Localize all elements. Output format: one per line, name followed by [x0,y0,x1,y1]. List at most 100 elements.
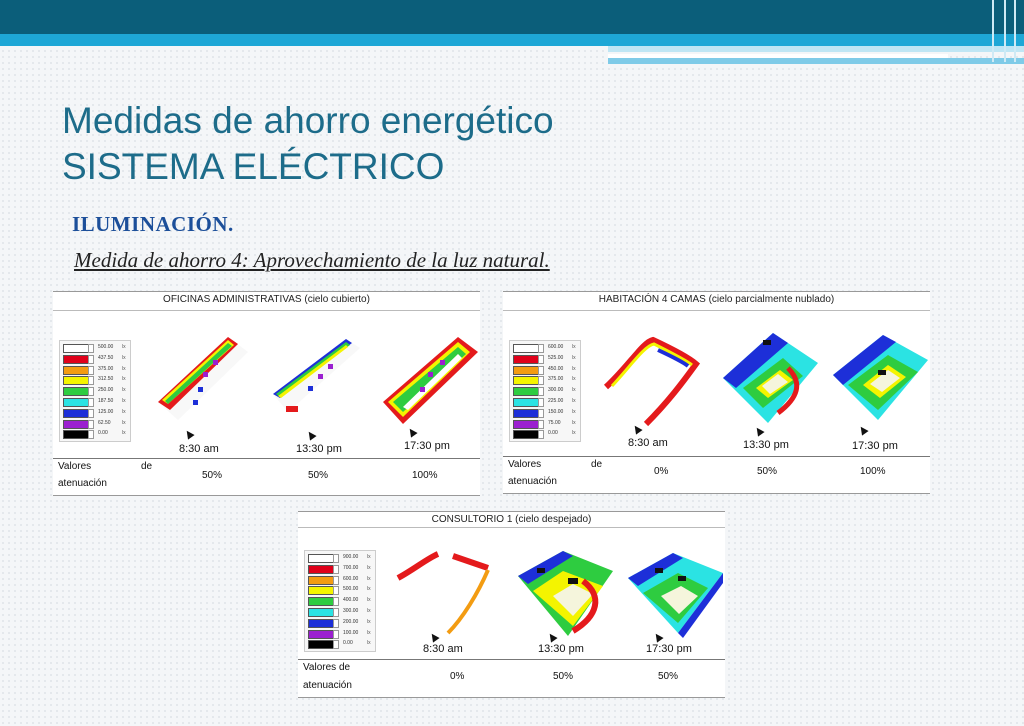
attenuation-label: Valores [508,459,542,470]
panel-title: OFICINAS ADMINISTRATIVAS (cielo cubierto… [163,294,370,305]
legend-swatch [63,398,89,407]
panel-title: HABITACIÓN 4 CAMAS (cielo parcialmente n… [598,294,835,305]
legend-unit: lx [572,344,576,350]
legend-swatch [63,387,89,397]
header-band-lower [608,58,1024,64]
legend-dropdown-icon [88,354,94,364]
time-label: 17:30 pm [852,440,898,452]
attenuation-value: 50% [202,470,223,481]
legend-value: 250.00 [98,387,114,394]
legend-value: 100.00 [343,629,359,636]
legend-swatch [63,408,89,418]
attenuation-value: 100% [412,470,438,481]
legend-dropdown-icon [333,586,339,596]
legend-swatch [63,344,89,353]
divider [298,527,725,528]
legend-dropdown-icon [538,419,544,429]
header-accent-bar [0,34,1024,46]
header-stripe [1004,0,1006,62]
legend-unit: lx [572,430,576,437]
legend-value: 500.00 [98,344,114,350]
legend-swatch [308,575,334,585]
legend-value: 62.50 [98,419,111,426]
legend-swatch [63,419,89,429]
legend-value: 375.00 [98,365,114,372]
legend-value: 437.50 [98,354,114,361]
legend-value: 300.00 [343,608,359,614]
legend-dropdown-icon [88,408,94,418]
legend-unit: lx [367,618,371,625]
panel-habitacion: HABITACIÓN 4 CAMAS (cielo parcialmente n… [503,291,930,494]
legend-dropdown-icon [333,597,339,607]
legend-dropdown-icon [538,430,544,440]
legend-dropdown-icon [333,554,339,563]
legend-swatch [513,376,539,386]
legend-swatch [513,365,539,375]
legend-unit: lx [122,376,126,383]
legend-swatch [308,597,334,607]
legend-unit: lx [367,575,371,582]
divider [503,456,930,457]
time-label: 17:30 pm [404,440,450,452]
time-marker-arrow [305,429,317,441]
legend-swatch [63,354,89,364]
legend-dropdown-icon [538,354,544,364]
legend-value: 400.00 [343,597,359,604]
legend-unit: lx [122,408,126,415]
time-marker-arrow [406,426,418,438]
time-marker-arrow [857,424,869,436]
daylight-render-morning [396,551,490,635]
daylight-render-morning [158,337,248,420]
legend-value: 600.00 [343,575,359,582]
daylight-render-evening [383,337,478,424]
legend-value: 700.00 [343,564,359,571]
legend-value: 200.00 [343,618,359,625]
legend-dropdown-icon [88,430,94,440]
attenuation-label: Valores de [303,662,351,673]
attenuation-label: atenuación [58,478,107,489]
attenuation-value: 0% [450,671,465,682]
legend-value: 375.00 [548,376,564,383]
time-label: 8:30 am [423,643,463,655]
legend-value: 0.00 [343,640,353,647]
daylight-render-evening [833,335,928,420]
legend-swatch [308,640,334,650]
color-legend: 600.00 lx 525.00 lx 450.00 lx 375.00 lx 300.00 lx… [509,340,581,442]
time-label: 8:30 am [628,437,668,449]
panel-oficinas: OFICINAS ADMINISTRATIVAS (cielo cubierto… [53,291,480,496]
legend-unit: lx [367,640,371,647]
legend-dropdown-icon [538,365,544,375]
attenuation-value: 50% [553,671,574,682]
legend-unit: lx [572,387,576,394]
attenuation-value: 50% [308,470,329,481]
legend-swatch [513,398,539,407]
legend-unit: lx [367,597,371,604]
legend-unit: lx [367,629,371,636]
title-line-2: SISTEMA ELÉCTRICO [62,146,445,187]
time-label: 13:30 pm [296,443,342,455]
legend-unit: lx [572,376,576,383]
legend-unit: lx [122,365,126,372]
legend-swatch [513,408,539,418]
legend-dropdown-icon [333,564,339,574]
legend-unit: lx [572,365,576,372]
legend-value: 225.00 [548,398,564,404]
time-label: 8:30 am [179,443,219,455]
legend-swatch [63,430,89,440]
daylight-render-morning [603,336,701,427]
divider [298,659,725,660]
divider [503,310,930,311]
legend-value: 600.00 [548,344,564,350]
daylight-render-midday [518,551,613,636]
legend-swatch [308,608,334,617]
time-label: 13:30 pm [538,643,584,655]
legend-unit: lx [572,398,576,404]
slide-title: Medidas de ahorro energético SISTEMA ELÉ… [62,98,554,190]
legend-value: 525.00 [548,354,564,361]
attenuation-label: atenuación [508,476,557,487]
legend-unit: lx [367,608,371,614]
legend-swatch [513,430,539,440]
legend-unit: lx [367,564,371,571]
daylight-render-midday [273,339,360,412]
header-stripe [1014,0,1016,62]
